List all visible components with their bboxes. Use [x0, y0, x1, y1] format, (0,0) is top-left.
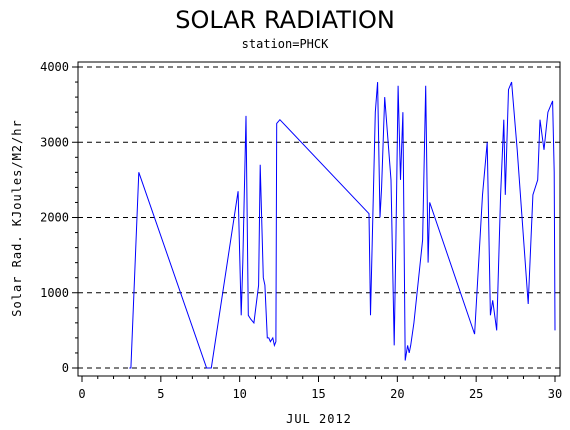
x-tick-label: 5	[157, 387, 164, 401]
x-tick-label: 25	[469, 387, 483, 401]
plot-area: 0 1000 2000 3000 4000 0 5 10 15 20 25 30	[40, 60, 562, 401]
y-tick-label: 2000	[40, 211, 69, 225]
plot-frame	[77, 61, 561, 377]
y-tick-label: 0	[62, 361, 69, 375]
y-tick-label: 1000	[40, 286, 69, 300]
chart-subtitle: station=PHCK	[242, 37, 329, 51]
x-tick-label: 0	[78, 387, 85, 401]
series-line	[129, 81, 556, 369]
chart-title: SOLAR RADIATION	[175, 6, 395, 34]
y-tick-label: 4000	[40, 60, 69, 74]
x-tick-label: 30	[548, 387, 562, 401]
y-axis-label: Solar Rad. KJoules/M2/hr	[10, 119, 24, 316]
y-tick-label: 3000	[40, 135, 69, 149]
x-tick-label: 20	[390, 387, 404, 401]
x-tick-label: 15	[311, 387, 325, 401]
x-axis-label: JUL 2012	[286, 412, 352, 426]
x-tick-label: 10	[232, 387, 246, 401]
